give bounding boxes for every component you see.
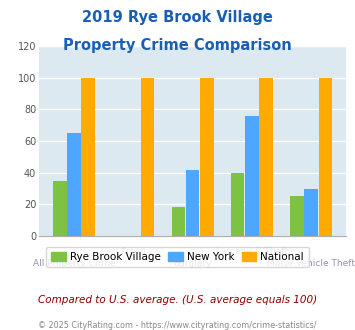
Bar (186, 170, 200, 236)
Bar (200, 78, 214, 236)
Text: Property Crime Comparison: Property Crime Comparison (63, 38, 292, 53)
Bar (318, 78, 332, 236)
Bar (67, 133, 81, 236)
Text: 2019 Rye Brook Village: 2019 Rye Brook Village (82, 10, 273, 25)
Bar (81, 78, 95, 236)
Bar (171, 208, 185, 236)
Bar (245, 116, 259, 236)
Bar (53, 181, 67, 236)
Text: © 2025 CityRating.com - https://www.cityrating.com/crime-statistics/: © 2025 CityRating.com - https://www.city… (38, 321, 317, 330)
Bar (304, 188, 318, 236)
Legend: Rye Brook Village, New York, National: Rye Brook Village, New York, National (46, 247, 309, 267)
Text: Larceny & Theft: Larceny & Theft (216, 248, 288, 256)
Bar (231, 173, 245, 236)
Text: Burglary: Burglary (173, 259, 212, 268)
Text: All Property Crime: All Property Crime (33, 259, 115, 268)
Text: Arson: Arson (120, 248, 146, 256)
Bar (259, 78, 273, 236)
Text: Compared to U.S. average. (U.S. average equals 100): Compared to U.S. average. (U.S. average … (38, 295, 317, 305)
Bar (290, 196, 304, 236)
Bar (141, 78, 154, 236)
Text: Motor Vehicle Theft: Motor Vehicle Theft (267, 259, 355, 268)
